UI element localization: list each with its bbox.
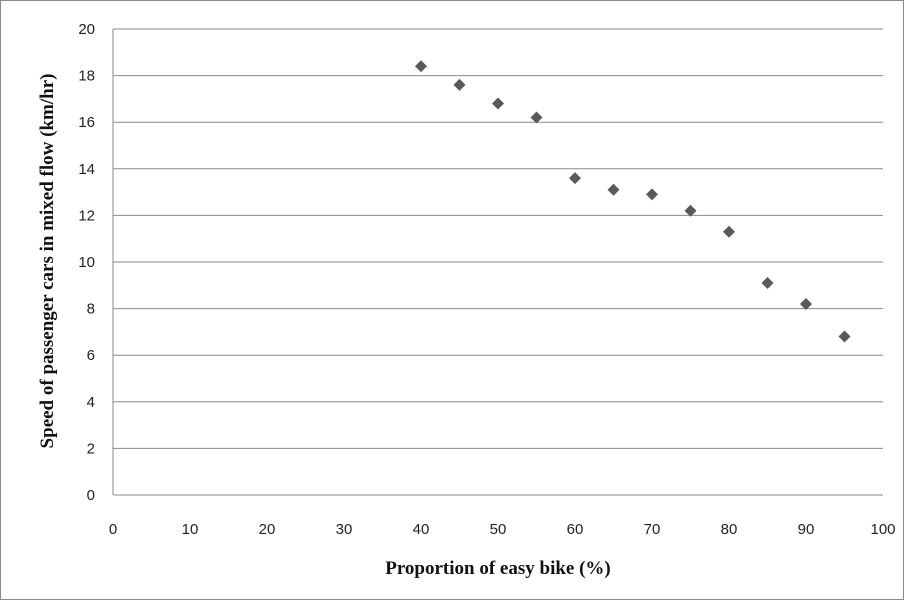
data-point (530, 111, 543, 124)
y-tick-label: 12 (78, 207, 95, 224)
data-point (838, 330, 851, 343)
x-tick-label: 40 (413, 521, 430, 538)
x-tick-label: 60 (567, 521, 584, 538)
y-tick-label: 4 (87, 394, 95, 411)
y-axis-title: Speed of passenger cars in mixed flow (k… (37, 74, 58, 449)
data-point (569, 172, 581, 185)
data-point (492, 97, 504, 110)
data-points (415, 60, 851, 343)
data-point (415, 60, 427, 73)
y-tick-label: 18 (78, 68, 95, 85)
y-tick-labels: 0 2 4 6 8 10 12 14 16 18 20 (78, 21, 95, 504)
y-tick-label: 0 (87, 487, 95, 504)
x-tick-label: 70 (644, 521, 661, 538)
x-tick-label: 30 (336, 521, 353, 538)
y-tick-label: 2 (87, 440, 95, 457)
grid-lines (113, 28, 883, 449)
y-tick-label: 20 (78, 21, 95, 38)
data-point (761, 276, 774, 289)
y-tick-label: 8 (87, 301, 95, 318)
x-tick-labels: 0 10 20 30 40 50 60 70 80 90 100 (109, 521, 896, 538)
x-axis-title: Proportion of easy bike (%) (385, 558, 611, 579)
x-tick-label: 100 (870, 521, 895, 538)
y-tick-label: 14 (78, 161, 95, 178)
axes (112, 29, 883, 496)
y-tick-label: 6 (87, 347, 95, 364)
data-point (607, 183, 620, 196)
data-point (453, 78, 466, 91)
data-point (684, 204, 697, 217)
x-tick-label: 50 (490, 521, 507, 538)
data-point (646, 188, 658, 201)
y-tick-label: 16 (78, 114, 95, 131)
x-tick-label: 10 (182, 521, 199, 538)
x-tick-label: 20 (259, 521, 276, 538)
x-tick-label: 0 (109, 521, 117, 538)
x-tick-label: 80 (721, 521, 738, 538)
y-tick-label: 10 (78, 254, 95, 271)
x-tick-label: 90 (798, 521, 815, 538)
data-point (723, 225, 735, 238)
data-point (800, 297, 812, 310)
